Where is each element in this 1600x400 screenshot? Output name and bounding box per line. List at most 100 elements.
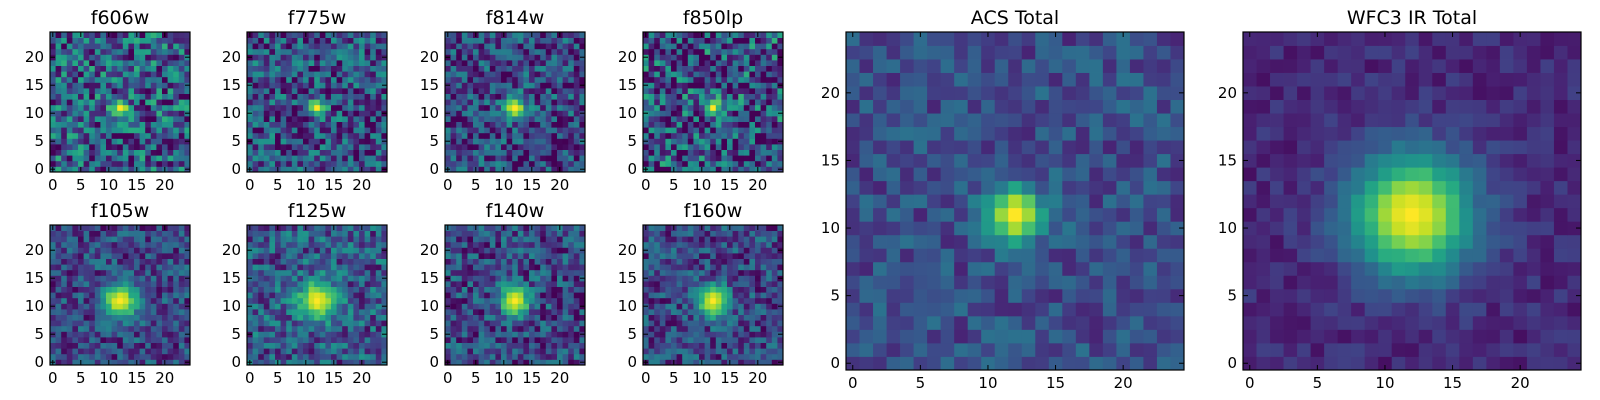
- heatmap-cell: [128, 353, 135, 360]
- heatmap-cell: [111, 166, 118, 173]
- heatmap-cell: [529, 258, 535, 265]
- heatmap-cell: [94, 314, 101, 321]
- heatmap-cell: [721, 127, 728, 134]
- heatmap-cell: [375, 121, 382, 128]
- heatmap-cell: [687, 121, 694, 128]
- heatmap-cell: [562, 297, 569, 304]
- heatmap-cell: [150, 264, 157, 271]
- heatmap-cell: [314, 353, 321, 360]
- heatmap-cell: [61, 76, 68, 83]
- heatmap-cell: [291, 110, 298, 117]
- heatmap-cell: [111, 269, 118, 276]
- heatmap-cell: [134, 93, 140, 100]
- heatmap-cell: [523, 286, 530, 293]
- heatmap-cell: [94, 76, 101, 83]
- heatmap-cell: [445, 104, 451, 111]
- heatmap-cell: [342, 247, 349, 254]
- heatmap-cell: [145, 359, 152, 366]
- heatmap-cell: [654, 54, 661, 61]
- heatmap-cell: [111, 247, 118, 254]
- heatmap-cell: [721, 325, 728, 332]
- y-tick-label: 20: [25, 48, 44, 66]
- heatmap-cell: [557, 110, 563, 117]
- heatmap-cell: [738, 297, 745, 304]
- heatmap-cell: [353, 286, 360, 293]
- heatmap-cell: [325, 144, 332, 150]
- heatmap-cell: [106, 286, 112, 293]
- heatmap-cell: [342, 325, 349, 332]
- heatmap-cell: [150, 48, 157, 55]
- axes-frame: [49, 31, 191, 173]
- heatmap-cell: [134, 127, 140, 134]
- heatmap-cell: [83, 230, 90, 237]
- heatmap-cell: [145, 48, 152, 55]
- heatmap-cell: [562, 93, 569, 100]
- heatmap-cell: [704, 71, 711, 78]
- heatmap-cell: [456, 138, 463, 145]
- heatmap-cell: [89, 241, 96, 248]
- heatmap-cell: [659, 359, 666, 366]
- heatmap-cell: [495, 160, 502, 167]
- heatmap-cell: [375, 32, 382, 38]
- heatmap-cell: [715, 82, 722, 89]
- heatmap-cell: [269, 104, 276, 111]
- heatmap-cell: [319, 32, 326, 38]
- heatmap-cell: [319, 132, 326, 139]
- heatmap-cell: [523, 71, 530, 78]
- heatmap-cell: [573, 292, 580, 299]
- heatmap-cell: [517, 116, 524, 122]
- heatmap-cell: [303, 138, 309, 145]
- heatmap-cell: [167, 303, 174, 310]
- heatmap-cell: [61, 320, 68, 327]
- heatmap-cell: [72, 264, 79, 271]
- heatmap-cell: [573, 286, 580, 293]
- heatmap-cell: [473, 314, 479, 321]
- heatmap-cell: [478, 247, 485, 254]
- heatmap-cell: [456, 37, 463, 44]
- heatmap-cell: [456, 314, 463, 321]
- heatmap-cell: [506, 359, 513, 366]
- x-tick-label: 15: [324, 176, 343, 194]
- heatmap-cell: [450, 309, 457, 315]
- heatmap-cell: [353, 37, 360, 44]
- heatmap-cell: [771, 281, 778, 287]
- heatmap-cell: [461, 359, 468, 366]
- heatmap-cell: [117, 93, 124, 100]
- heatmap-cell: [106, 65, 112, 72]
- heatmap-cell: [562, 48, 569, 55]
- heatmap-cell: [760, 76, 767, 83]
- heatmap-cell: [134, 320, 140, 327]
- heatmap-cell: [156, 82, 163, 89]
- heatmap-cell: [489, 241, 496, 248]
- heatmap-cell: [275, 297, 281, 304]
- heatmap-cell: [648, 93, 655, 100]
- heatmap-cell: [263, 258, 270, 265]
- heatmap-cell: [755, 37, 761, 44]
- heatmap-cell: [162, 275, 168, 282]
- heatmap-cell: [275, 325, 281, 332]
- heatmap-cell: [342, 121, 349, 128]
- heatmap-cell: [162, 314, 168, 321]
- heatmap-cell: [375, 314, 382, 321]
- heatmap-cell: [534, 43, 541, 50]
- heatmap-cell: [512, 144, 519, 150]
- heatmap-cell: [66, 121, 73, 128]
- heatmap-cell: [721, 297, 728, 304]
- heatmap-cell: [122, 269, 129, 276]
- heatmap-cell: [275, 149, 281, 156]
- heatmap-cell: [83, 54, 90, 61]
- heatmap-cell: [72, 314, 79, 321]
- heatmap-cell: [665, 160, 672, 167]
- heatmap-cell: [771, 337, 778, 343]
- heatmap-cell: [529, 269, 535, 276]
- heatmap-cell: [506, 236, 513, 243]
- heatmap-cell: [568, 104, 575, 111]
- heatmap-cell: [489, 264, 496, 271]
- heatmap-cell: [682, 281, 689, 287]
- heatmap-cell: [375, 236, 382, 243]
- heatmap-cell: [308, 110, 315, 117]
- heatmap-cell: [682, 325, 689, 332]
- heatmap-cell: [551, 314, 558, 321]
- heatmap-cell: [178, 225, 185, 231]
- heatmap-cell: [275, 71, 281, 78]
